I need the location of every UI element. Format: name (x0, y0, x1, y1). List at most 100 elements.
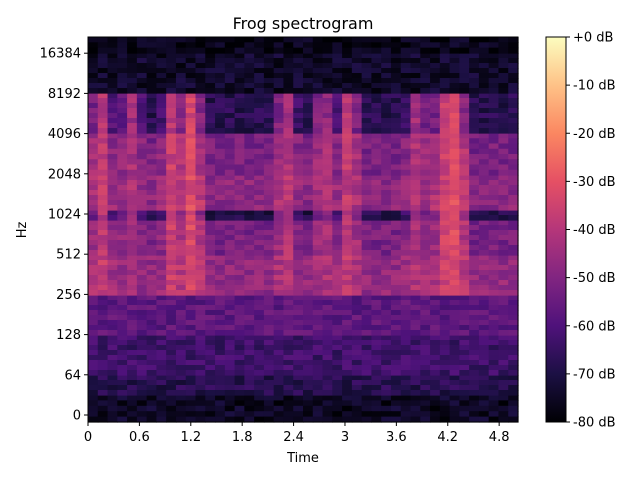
heatmap-cell (400, 53, 412, 59)
heatmap-cell (410, 370, 421, 376)
heatmap-cell (273, 138, 285, 145)
heatmap-cell (175, 305, 187, 311)
heatmap-cell (234, 370, 245, 376)
heatmap-cell (351, 250, 363, 256)
heatmap-cell (244, 375, 255, 381)
heatmap-cell (244, 205, 255, 211)
heatmap-cell (156, 255, 167, 261)
heatmap-cell (390, 235, 402, 241)
heatmap-cell (273, 63, 285, 69)
heatmap-cell (449, 113, 460, 119)
heatmap-cell (195, 385, 206, 391)
heatmap-cell (459, 73, 470, 79)
heatmap-cell (439, 200, 451, 206)
heatmap-cell (234, 83, 245, 89)
heatmap-cell (136, 370, 148, 376)
heatmap-cell (215, 180, 226, 186)
heatmap-cell (234, 210, 245, 216)
heatmap-cell (390, 148, 402, 155)
heatmap-cell (449, 210, 460, 216)
heatmap-cell (332, 365, 343, 371)
y-tick-label: 512 (56, 248, 81, 263)
heatmap-cell (97, 58, 109, 64)
heatmap-cell (361, 270, 373, 276)
heatmap-cell (117, 195, 128, 201)
heatmap-cell (371, 128, 382, 134)
heatmap-cell (185, 220, 197, 226)
heatmap-cell (439, 103, 451, 109)
heatmap-cell (166, 340, 177, 346)
heatmap-cell (127, 300, 138, 306)
heatmap-cell (410, 159, 421, 166)
heatmap-cell (195, 215, 206, 221)
heatmap-cell (488, 42, 500, 49)
heatmap-cell (293, 255, 304, 261)
heatmap-cell (195, 305, 206, 311)
heatmap-cell (303, 411, 314, 418)
heatmap-cell (332, 416, 343, 423)
heatmap-cell (351, 235, 363, 241)
heatmap-cell (449, 78, 460, 84)
heatmap-cell (410, 58, 421, 64)
heatmap-cell (205, 58, 216, 64)
colorbar-tick-label: -20 dB (573, 127, 616, 142)
heatmap-cell (351, 169, 363, 176)
heatmap-cell (175, 210, 187, 216)
heatmap-cell (136, 185, 148, 191)
heatmap-cell (293, 200, 304, 206)
heatmap-cell (136, 235, 148, 241)
heatmap-cell (312, 143, 324, 150)
heatmap-cell (234, 159, 245, 166)
heatmap-cell (449, 315, 460, 321)
heatmap-cell (273, 240, 285, 246)
heatmap-cell (371, 210, 382, 216)
heatmap-cell (430, 345, 441, 351)
heatmap-cell (498, 365, 509, 371)
heatmap-cell (322, 123, 333, 129)
heatmap-cell (420, 255, 431, 261)
heatmap-cell (117, 68, 128, 74)
heatmap-cell (136, 128, 148, 134)
heatmap-cell (273, 250, 285, 256)
heatmap-cell (361, 280, 373, 286)
heatmap-cell (175, 295, 187, 301)
heatmap-cell (146, 380, 158, 386)
heatmap-cell (430, 93, 441, 99)
heatmap-cell (469, 143, 480, 150)
heatmap-cell (283, 88, 294, 94)
heatmap-cell (146, 305, 158, 311)
heatmap-cell (293, 350, 304, 356)
heatmap-cell (107, 315, 118, 321)
heatmap-cell (244, 280, 255, 286)
heatmap-cell (117, 240, 128, 246)
heatmap-cell (127, 123, 138, 129)
heatmap-cell (439, 210, 451, 216)
heatmap-cell (439, 169, 451, 176)
heatmap-cell (234, 37, 245, 43)
heatmap-cell (88, 190, 99, 196)
heatmap-cell (420, 78, 431, 84)
heatmap-cell (156, 320, 167, 326)
heatmap-cell (195, 148, 206, 155)
heatmap-cell (361, 53, 373, 59)
heatmap-cell (195, 47, 206, 54)
heatmap-cell (439, 355, 451, 361)
heatmap-cell (371, 330, 382, 336)
heatmap-cell (293, 103, 304, 109)
heatmap-cell (224, 37, 236, 43)
heatmap-cell (381, 360, 392, 366)
heatmap-cell (224, 380, 236, 386)
heatmap-cell (420, 195, 431, 201)
heatmap-cell (478, 320, 490, 326)
heatmap-cell (97, 330, 109, 336)
heatmap-cell (508, 195, 519, 201)
heatmap-cell (400, 335, 412, 341)
heatmap-cell (117, 118, 128, 124)
heatmap-cell (283, 78, 294, 84)
heatmap-cell (136, 190, 148, 196)
heatmap-cell (478, 37, 490, 43)
heatmap-cell (478, 375, 490, 381)
heatmap-cell (185, 175, 197, 181)
heatmap-cell (293, 68, 304, 74)
heatmap-cell (508, 285, 519, 291)
